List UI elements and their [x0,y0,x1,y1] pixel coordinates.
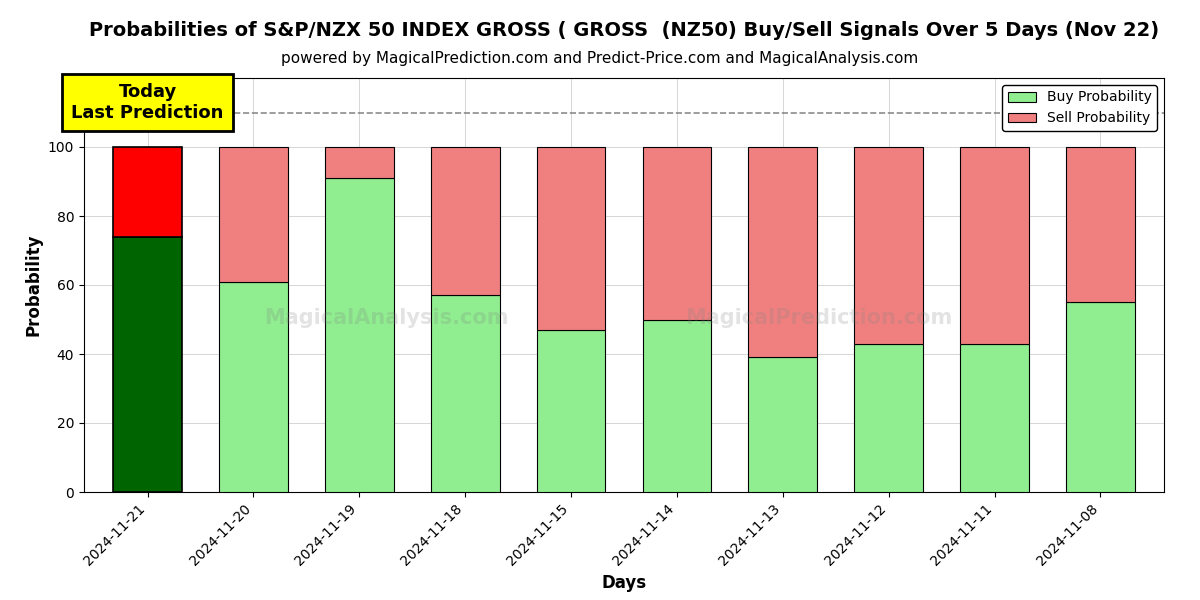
Bar [960,344,1030,492]
Bar [325,178,394,492]
Bar [642,319,712,492]
Text: Today
Last Prediction: Today Last Prediction [71,83,223,122]
Bar [431,295,499,492]
Bar [1066,302,1135,492]
Y-axis label: Probability: Probability [24,234,42,336]
Legend: Buy Probability, Sell Probability: Buy Probability, Sell Probability [1002,85,1157,131]
Bar [431,147,499,295]
Bar [960,147,1030,344]
Text: MagicalAnalysis.com: MagicalAnalysis.com [264,308,509,328]
X-axis label: Days: Days [601,574,647,592]
Bar [113,147,182,236]
Bar [854,344,923,492]
Text: MagicalPrediction.com: MagicalPrediction.com [685,308,952,328]
Bar [749,147,817,358]
Bar [536,330,606,492]
Bar [1066,147,1135,302]
Bar [220,281,288,492]
Bar [113,236,182,492]
Bar [854,147,923,344]
Bar [642,147,712,319]
Bar [536,147,606,330]
Text: powered by MagicalPrediction.com and Predict-Price.com and MagicalAnalysis.com: powered by MagicalPrediction.com and Pre… [281,51,919,66]
Bar [325,147,394,178]
Title: Probabilities of S&P/NZX 50 INDEX GROSS ( GROSS  (NZ50) Buy/Sell Signals Over 5 : Probabilities of S&P/NZX 50 INDEX GROSS … [89,22,1159,40]
Bar [220,147,288,281]
Bar [749,358,817,492]
